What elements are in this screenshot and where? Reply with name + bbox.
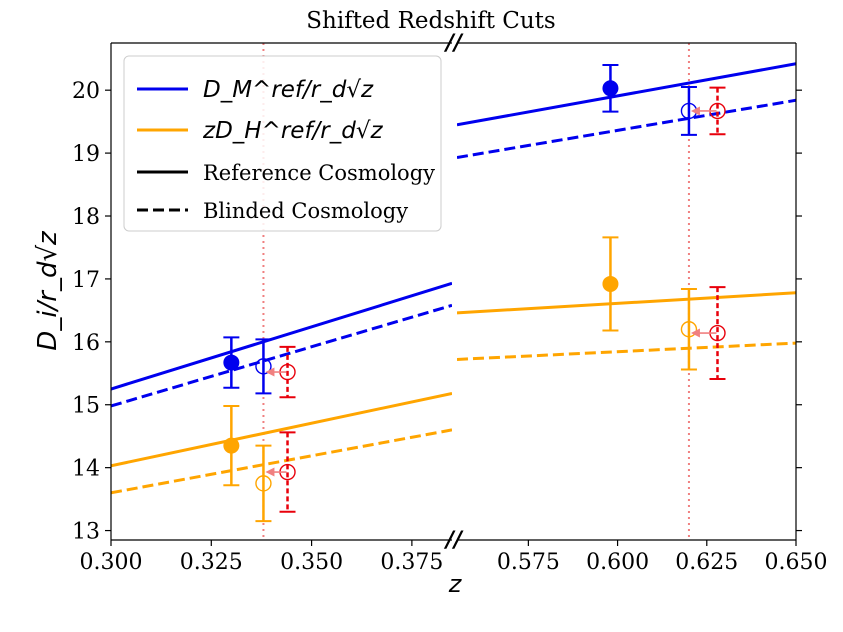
dh-shifted-point <box>255 444 272 523</box>
axis-break-mark: // <box>443 31 464 56</box>
x-axis-label: z <box>448 570 463 598</box>
shift-arrowhead <box>690 106 700 116</box>
dm-reference-point <box>223 336 240 389</box>
right-panel: 0.575 0.600 0.625 0.650 <box>457 42 828 575</box>
dh-reference-line <box>111 391 452 468</box>
dh-reference-line <box>457 291 796 315</box>
dm-shifted-point <box>255 338 272 395</box>
dm-reference-line <box>111 281 452 391</box>
legend-label-dh: zD_H^ref/r_d√z <box>202 118 384 144</box>
chart-title: Shifted Redshift Cuts <box>306 8 555 34</box>
left-panel: 0.300 0.325 0.350 0.375 13 14 15 16 17 18 19 20 <box>72 42 452 575</box>
legend-label-dm: D_M^ref/r_d√z <box>203 77 374 103</box>
y-axis-label-text: D_i/r_d√z <box>33 230 63 351</box>
right-plot-area <box>457 43 796 540</box>
dm-reference-line <box>457 62 796 127</box>
y-tick-label: 19 <box>72 142 100 167</box>
legend-box <box>123 55 442 232</box>
x-tick-label: 0.325 <box>180 550 243 575</box>
x-tick-label: 0.600 <box>586 550 649 575</box>
dh-blinded-line <box>457 341 796 361</box>
marker <box>255 358 272 375</box>
y-tick-label: 15 <box>72 394 100 419</box>
y-tick-label: 17 <box>72 268 100 293</box>
dh-reference-point <box>223 404 240 487</box>
y-axis-label: D_i/r_d√z <box>33 230 63 351</box>
shift-arrowhead <box>265 467 275 477</box>
marker <box>255 475 272 492</box>
marker <box>602 80 619 97</box>
dm-blinded-point <box>265 345 296 399</box>
x-tick-label: 0.650 <box>765 550 828 575</box>
dh-blinded-line <box>111 428 452 495</box>
y-tick-label: 13 <box>72 520 100 545</box>
legend-label-dashed: Blinded Cosmology <box>203 199 408 223</box>
y-tick-label: 16 <box>72 331 100 356</box>
marker <box>223 437 240 454</box>
shift-arrowhead <box>265 367 275 377</box>
marker <box>602 275 619 292</box>
dh-shifted-point <box>680 287 698 371</box>
legend-label-solid: Reference Cosmology <box>203 161 435 185</box>
dm-blinded-line <box>111 303 452 408</box>
dm-blinded-point <box>690 86 726 136</box>
x-tick-label: 0.575 <box>497 550 560 575</box>
shift-arrowhead <box>690 328 700 338</box>
dm-shifted-point <box>680 86 698 136</box>
legend: D_M^ref/r_d√z zD_H^ref/r_d√z Reference Cos… <box>123 55 442 232</box>
x-tick-label: 0.350 <box>280 550 343 575</box>
y-tick-label: 20 <box>72 79 100 104</box>
axis-break-mark: // <box>443 528 464 553</box>
marker <box>680 321 698 338</box>
dh-reference-point <box>602 236 619 332</box>
x-tick-label: 0.375 <box>380 550 443 575</box>
dm-blinded-line <box>457 98 796 159</box>
dh-blinded-point <box>690 286 726 380</box>
x-tick-label: 0.300 <box>80 550 143 575</box>
axis-break-marks: // // <box>443 31 464 553</box>
marker <box>223 354 240 371</box>
y-tick-label: 18 <box>72 205 100 230</box>
x-tick-label: 0.625 <box>675 550 738 575</box>
dm-reference-point <box>602 64 619 113</box>
y-tick-label: 14 <box>72 457 100 482</box>
dh-blinded-point <box>265 431 296 513</box>
